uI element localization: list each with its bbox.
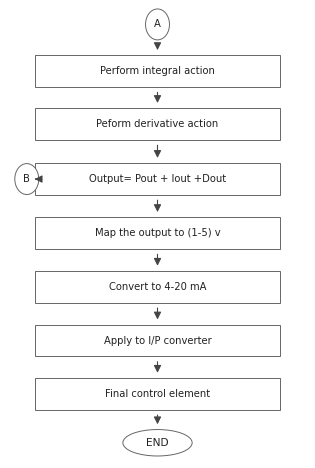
Ellipse shape xyxy=(123,430,192,456)
FancyBboxPatch shape xyxy=(35,378,280,410)
Text: B: B xyxy=(23,174,30,184)
Text: Convert to 4-20 mA: Convert to 4-20 mA xyxy=(109,282,206,292)
Circle shape xyxy=(15,164,39,195)
FancyBboxPatch shape xyxy=(35,108,280,140)
Text: Output= Pout + Iout +Dout: Output= Pout + Iout +Dout xyxy=(89,174,226,184)
Text: Final control element: Final control element xyxy=(105,389,210,399)
Circle shape xyxy=(146,9,169,40)
FancyBboxPatch shape xyxy=(35,271,280,303)
Text: END: END xyxy=(146,438,169,448)
FancyBboxPatch shape xyxy=(35,217,280,249)
Text: Perform integral action: Perform integral action xyxy=(100,66,215,76)
FancyBboxPatch shape xyxy=(35,325,280,357)
Text: Peform derivative action: Peform derivative action xyxy=(96,119,219,129)
Text: Apply to I/P converter: Apply to I/P converter xyxy=(104,336,211,346)
Text: A: A xyxy=(154,19,161,29)
FancyBboxPatch shape xyxy=(35,163,280,195)
FancyBboxPatch shape xyxy=(35,55,280,87)
Text: Map the output to (1-5) v: Map the output to (1-5) v xyxy=(95,228,220,238)
